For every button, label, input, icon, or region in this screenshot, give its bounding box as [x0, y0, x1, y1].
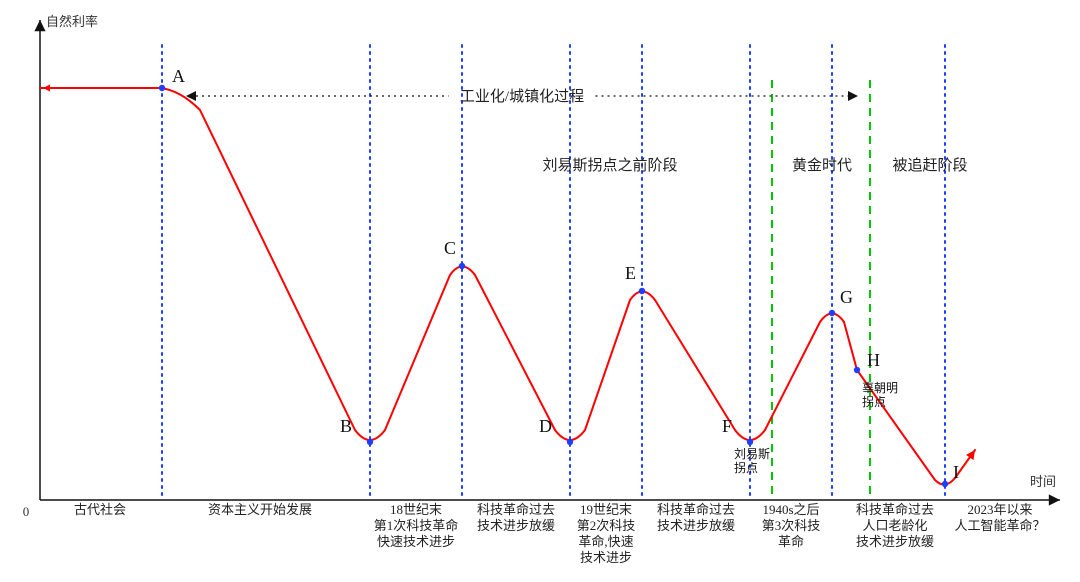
xlabel-7-l0: 科技革命过去: [856, 502, 934, 517]
point-label-I: I: [953, 462, 959, 482]
point-C: [459, 263, 465, 269]
xlabel-6-l2: 革命: [778, 534, 804, 549]
xlabel-8-l1: 人工智能革命？: [954, 518, 1045, 533]
xlabel-2-l1: 第1次科技革命: [374, 518, 459, 533]
h-annotation-l0: 辜朝明: [862, 381, 898, 395]
xlabel-0-l0: 古代社会: [74, 502, 126, 517]
xlabel-4-l0: 19世纪末: [580, 502, 632, 517]
x-axis-label: 时间: [1030, 474, 1056, 489]
point-F: [747, 439, 753, 445]
xlabel-3-l0: 科技革命过去: [477, 502, 555, 517]
phase-label-1: 黄金时代: [792, 157, 852, 174]
xlabel-4-l3: 技术进步: [580, 550, 632, 565]
xlabel-3-l1: 技术进步放缓: [477, 518, 555, 533]
origin-label: 0: [23, 504, 30, 519]
point-label-A: A: [172, 66, 185, 86]
xlabel-2-l2: 快速技术进步: [377, 534, 455, 549]
xlabel-4-l1: 第2次科技: [577, 518, 636, 533]
point-H: [854, 367, 860, 373]
xlabel-6-l1: 第3次科技: [762, 518, 821, 533]
point-I: [942, 481, 948, 487]
xlabel-6-l0: 1940s之后: [762, 502, 819, 517]
phase-label-2: 被追赶阶段: [892, 157, 967, 174]
h-annotation-l1: 拐点: [862, 394, 886, 409]
xlabel-4-l2: 革命,快速: [578, 534, 633, 549]
xlabel-5-l1: 技术进步放缓: [657, 518, 735, 533]
xlabel-7-l2: 技术进步放缓: [856, 534, 934, 549]
point-D: [567, 439, 573, 445]
point-label-H: H: [867, 350, 880, 370]
point-label-C: C: [444, 238, 456, 258]
xlabel-8-l0: 2023年以来: [967, 502, 1032, 517]
f-annotation-l1: 拐点: [734, 460, 758, 475]
point-B: [367, 439, 373, 445]
point-label-B: B: [340, 416, 352, 436]
y-axis-label: 自然利率: [46, 14, 98, 29]
natural-rate-curve: [40, 88, 975, 485]
point-label-D: D: [539, 416, 552, 436]
xlabel-2-l0: 18世纪末: [390, 502, 442, 517]
top-arrow-label: 工业化/城镇化过程: [460, 88, 584, 105]
xlabel-7-l1: 人口老龄化: [862, 518, 927, 533]
point-label-F: F: [722, 416, 732, 436]
point-E: [639, 288, 645, 294]
point-label-E: E: [625, 263, 636, 283]
f-annotation-l0: 刘易斯: [734, 447, 770, 461]
point-G: [829, 310, 835, 316]
point-label-G: G: [840, 287, 853, 307]
xlabel-1-l0: 资本主义开始发展: [208, 502, 312, 517]
xlabel-5-l0: 科技革命过去: [657, 502, 735, 517]
phase-label-0: 刘易斯拐点之前阶段: [542, 157, 677, 174]
point-A: [159, 85, 165, 91]
